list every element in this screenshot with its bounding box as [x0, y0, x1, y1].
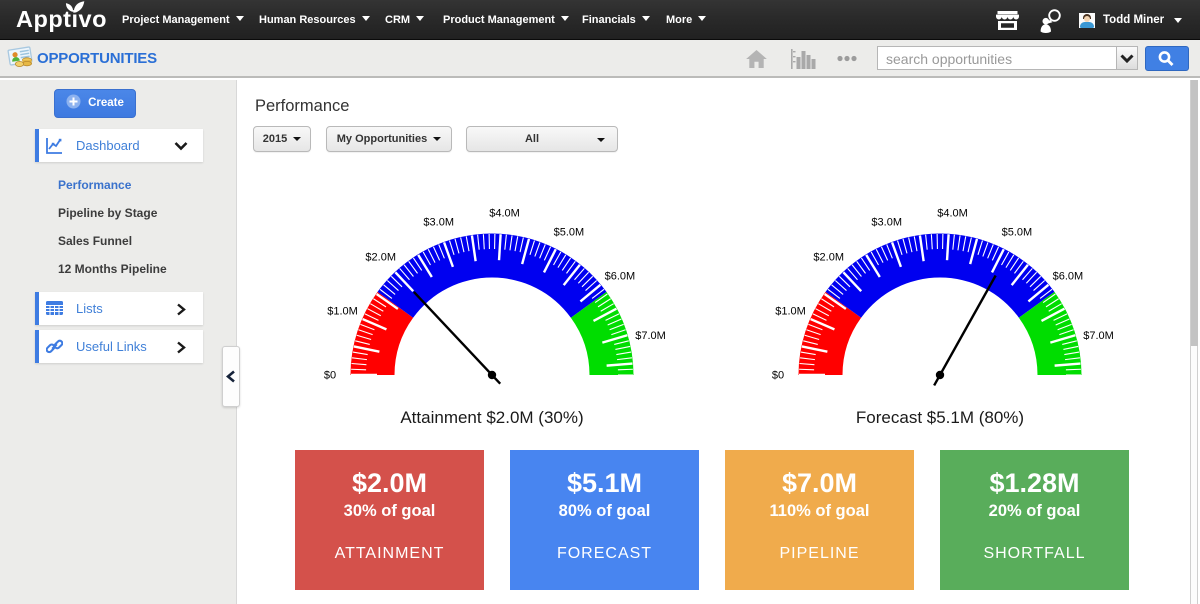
svg-text:$4.0M: $4.0M [489, 208, 520, 220]
svg-text:$0: $0 [772, 370, 784, 382]
svg-text:$3.0M: $3.0M [871, 216, 902, 228]
svg-text:$3.0M: $3.0M [423, 216, 454, 228]
svg-text:$1.0M: $1.0M [327, 305, 358, 317]
svg-text:$2.0M: $2.0M [365, 252, 396, 264]
svg-text:$7.0M: $7.0M [635, 330, 666, 342]
svg-text:$6.0M: $6.0M [605, 271, 636, 283]
svg-text:$5.0M: $5.0M [554, 227, 585, 239]
svg-text:$0: $0 [324, 370, 336, 382]
svg-text:$5.0M: $5.0M [1002, 227, 1033, 239]
svg-text:$4.0M: $4.0M [937, 208, 968, 220]
svg-text:$7.0M: $7.0M [1083, 330, 1114, 342]
svg-text:$1.0M: $1.0M [775, 305, 806, 317]
svg-text:$6.0M: $6.0M [1053, 271, 1084, 283]
svg-text:$2.0M: $2.0M [813, 252, 844, 264]
